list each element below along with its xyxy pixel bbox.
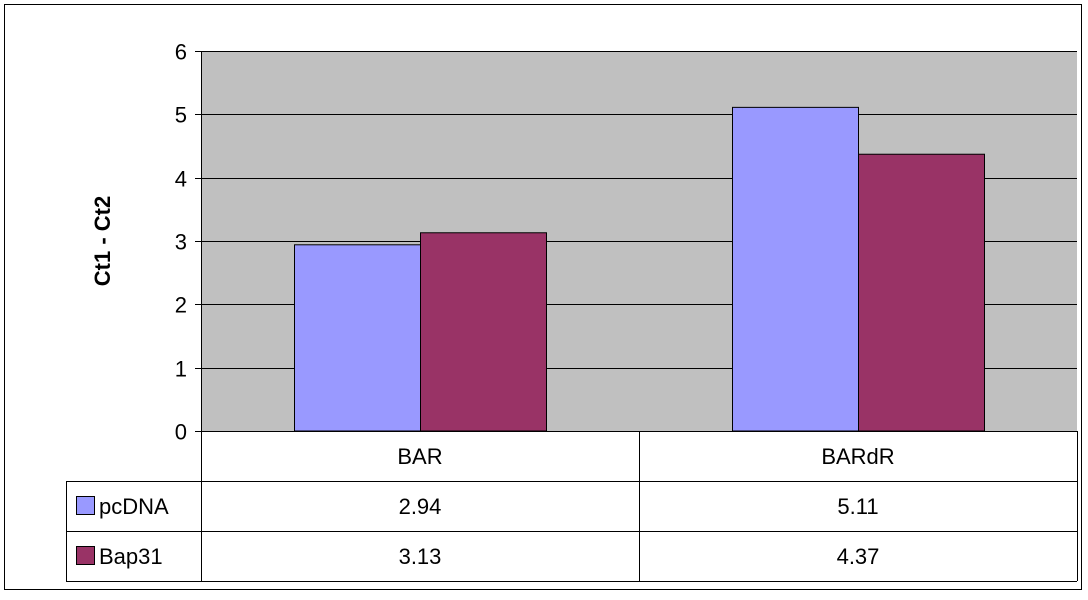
y-tick-label: 5 xyxy=(175,103,187,128)
x-tick-label: BAR xyxy=(397,444,442,469)
axes xyxy=(195,51,202,432)
legend-label-bap31: Bap31 xyxy=(99,544,163,569)
y-tick-labels: 0 1 2 3 4 5 6 xyxy=(175,40,187,445)
legend-label-pcdna: pcDNA xyxy=(99,494,169,519)
y-tick-label: 0 xyxy=(175,420,187,445)
bar-pcdna-bardr xyxy=(732,106,859,432)
legend-key-pcdna xyxy=(76,496,95,515)
bars xyxy=(294,106,985,432)
y-axis-title: Ct1 - Ct2 xyxy=(90,196,115,286)
legend-key-bap31 xyxy=(76,546,95,565)
y-tick-label: 6 xyxy=(175,40,187,65)
y-tick-label: 2 xyxy=(175,293,187,318)
y-tick-label: 1 xyxy=(175,357,187,382)
bar-bap31-bar xyxy=(420,232,547,432)
x-tick-label: BARdR xyxy=(821,444,894,469)
data-label: 4.37 xyxy=(837,544,880,569)
data-label: 2.94 xyxy=(399,494,442,519)
data-label: 3.13 xyxy=(399,544,442,569)
y-tick-label: 3 xyxy=(175,230,187,255)
data-label: 5.11 xyxy=(837,494,878,519)
y-tick-label: 4 xyxy=(175,167,187,192)
data-table: BAR BARdR pcDNA 2.94 5.11 Bap31 3.13 4.37 xyxy=(66,431,1078,582)
bar-bap31-bardr xyxy=(858,153,985,432)
bar-pcdna-bar xyxy=(294,244,421,432)
